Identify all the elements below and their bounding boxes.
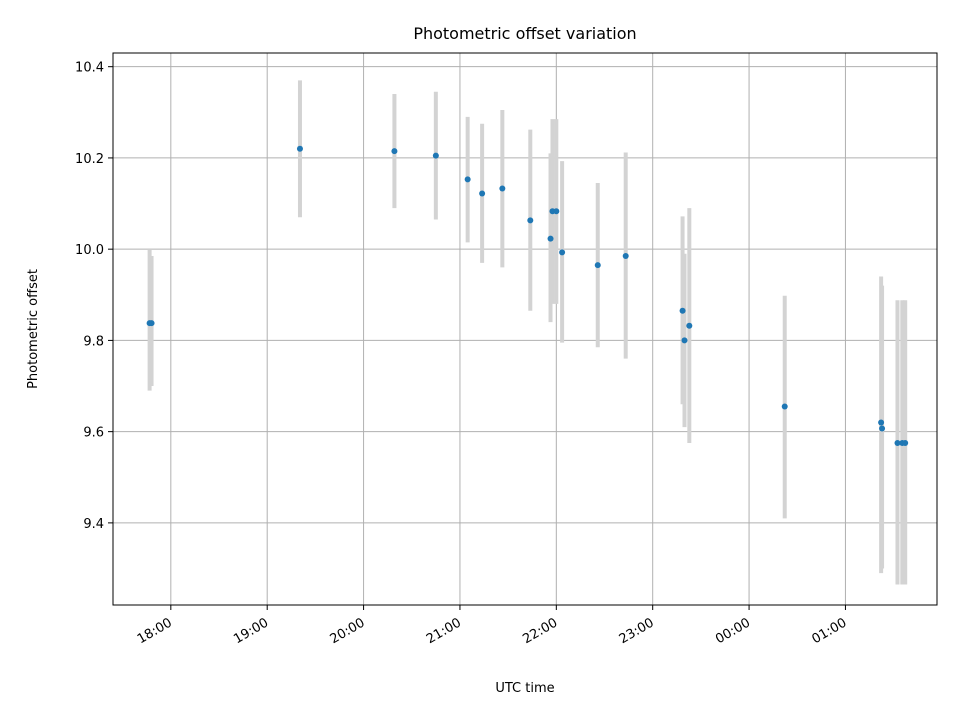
- data-point: [479, 190, 486, 197]
- y-tick-label: 10.2: [75, 152, 104, 167]
- y-tick-label: 9.6: [83, 426, 104, 441]
- data-point: [148, 320, 155, 327]
- data-point: [432, 152, 439, 159]
- x-axis-label: UTC time: [495, 681, 554, 696]
- data-point: [681, 337, 688, 344]
- grid: [113, 53, 937, 605]
- data-point: [391, 148, 398, 155]
- y-tick-label: 9.4: [83, 517, 104, 532]
- data-point: [527, 217, 534, 224]
- y-tick-label: 9.8: [83, 334, 104, 349]
- data-point: [547, 235, 554, 242]
- chart-title: Photometric offset variation: [413, 24, 636, 43]
- data-point: [878, 419, 885, 426]
- plot-frame: [112, 52, 938, 606]
- data-point: [902, 440, 909, 447]
- y-axis-label: Photometric offset: [26, 269, 41, 389]
- data-point: [679, 307, 686, 314]
- data-point: [464, 176, 471, 183]
- data-point: [296, 145, 303, 152]
- data-points: [146, 145, 909, 447]
- data-point: [553, 208, 560, 215]
- y-tick-label: 10.4: [75, 61, 104, 76]
- data-point: [594, 262, 601, 269]
- data-point: [879, 425, 886, 432]
- data-point: [781, 403, 788, 410]
- y-tick-label: 10.0: [75, 243, 104, 258]
- data-point: [894, 440, 901, 447]
- data-point: [622, 253, 629, 260]
- data-point: [686, 322, 693, 329]
- data-point: [559, 249, 566, 256]
- data-point: [499, 185, 506, 192]
